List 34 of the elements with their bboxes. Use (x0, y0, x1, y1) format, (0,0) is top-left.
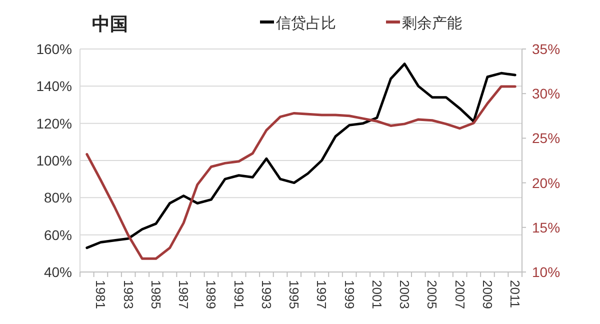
x-tick-label: 2005 (424, 280, 440, 309)
y-tick-label: 120% (36, 115, 72, 132)
x-tick-label: 1989 (204, 280, 219, 309)
y-tick-label: 160% (36, 41, 72, 57)
y2-tick-label: 20% (532, 174, 560, 191)
y-tick-label: 140% (36, 78, 72, 94)
y-tick-label: 60% (44, 226, 72, 243)
y-tick-label: 40% (44, 264, 72, 280)
x-tick-label: 1991 (231, 280, 246, 309)
x-tick-label: 1983 (120, 280, 136, 309)
line-series (86, 62, 516, 250)
x-tick-label: 1999 (342, 280, 357, 309)
line-series (86, 85, 516, 260)
x-tick-label: 1987 (176, 280, 192, 309)
legend-label: 信贷占比 (276, 15, 336, 32)
x-tick-label: 2003 (397, 280, 412, 309)
y-tick-label: 100% (36, 152, 72, 168)
x-tick-label: 1985 (148, 280, 164, 309)
y2-tick-label: 35% (532, 41, 560, 57)
y-tick-label: 80% (44, 190, 72, 206)
x-tick-label: 2001 (369, 280, 384, 309)
x-tick-label: 1981 (93, 280, 108, 309)
chart-title: 中国 (92, 14, 128, 34)
y2-tick-label: 10% (532, 264, 560, 280)
y2-tick-label: 25% (532, 130, 560, 146)
x-tick-label: 1993 (258, 280, 274, 309)
x-tick-label: 2007 (452, 280, 468, 309)
x-tick-label: 1997 (314, 280, 330, 309)
legend-label: 剩余产能 (402, 15, 462, 32)
y2-tick-label: 30% (532, 86, 560, 102)
x-tick-label: 2009 (480, 280, 495, 309)
y2-tick-label: 15% (532, 219, 560, 236)
x-tick-label: 2011 (508, 280, 523, 308)
x-tick-label: 1995 (286, 280, 302, 309)
